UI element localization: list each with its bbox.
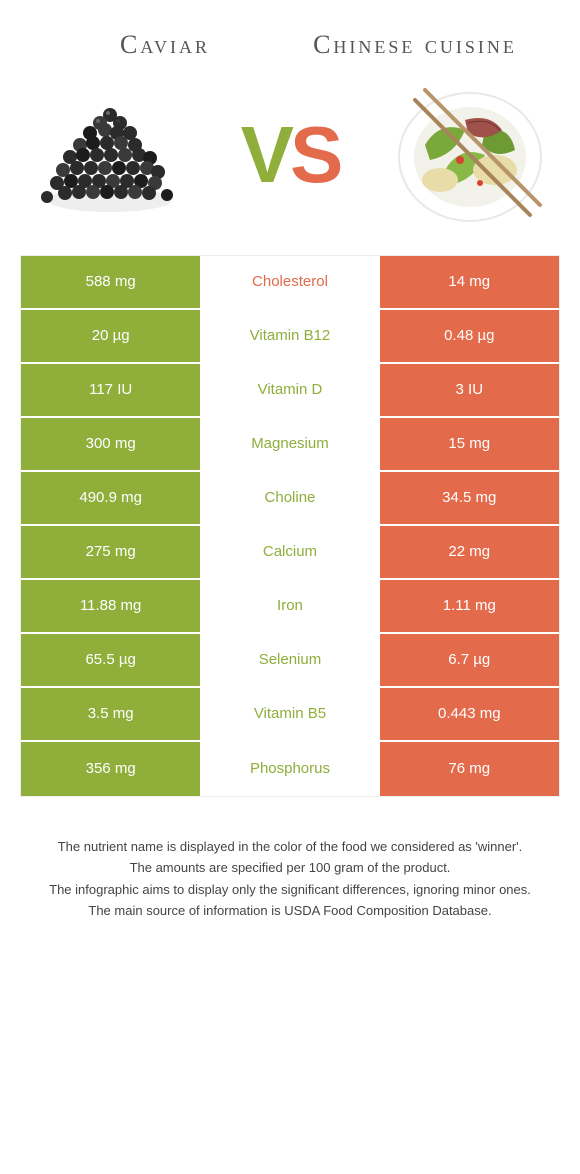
left-value: 65.5 µg: [21, 634, 200, 686]
footnote-line: The main source of information is USDA F…: [40, 901, 540, 921]
table-row: 3.5 mgVitamin B50.443 mg: [21, 688, 559, 742]
left-value: 490.9 mg: [21, 472, 200, 524]
right-value: 34.5 mg: [380, 472, 559, 524]
right-value: 15 mg: [380, 418, 559, 470]
nutrient-label: Vitamin D: [200, 364, 379, 416]
vs-label: VS: [241, 109, 340, 201]
footnote-line: The infographic aims to display only the…: [40, 880, 540, 900]
table-row: 490.9 mgCholine34.5 mg: [21, 472, 559, 526]
nutrient-label: Calcium: [200, 526, 379, 578]
caviar-icon: [35, 95, 185, 215]
nutrient-label: Cholesterol: [200, 256, 379, 308]
footnotes: The nutrient name is displayed in the co…: [40, 837, 540, 921]
table-row: 20 µgVitamin B120.48 µg: [21, 310, 559, 364]
left-value: 20 µg: [21, 310, 200, 362]
vs-v: V: [241, 110, 290, 199]
right-food-title: Chinese cuisine: [290, 30, 540, 60]
table-row: 275 mgCalcium22 mg: [21, 526, 559, 580]
left-value: 11.88 mg: [21, 580, 200, 632]
left-food-title: Caviar: [40, 30, 290, 60]
right-value: 76 mg: [380, 742, 559, 796]
right-value: 0.443 mg: [380, 688, 559, 740]
left-value: 275 mg: [21, 526, 200, 578]
header: Caviar Chinese cuisine: [0, 0, 580, 75]
nutrient-label: Phosphorus: [200, 742, 379, 796]
table-row: 300 mgMagnesium15 mg: [21, 418, 559, 472]
left-value: 356 mg: [21, 742, 200, 796]
vs-s: S: [290, 110, 339, 199]
nutrient-label: Vitamin B5: [200, 688, 379, 740]
table-row: 117 IUVitamin D3 IU: [21, 364, 559, 418]
right-value: 0.48 µg: [380, 310, 559, 362]
nutrition-table: 588 mgCholesterol14 mg20 µgVitamin B120.…: [20, 255, 560, 797]
left-food-image: [30, 75, 190, 235]
nutrient-label: Vitamin B12: [200, 310, 379, 362]
footnote-line: The nutrient name is displayed in the co…: [40, 837, 540, 857]
left-value: 588 mg: [21, 256, 200, 308]
right-food-image: [390, 75, 550, 235]
nutrient-label: Choline: [200, 472, 379, 524]
right-value: 3 IU: [380, 364, 559, 416]
right-value: 6.7 µg: [380, 634, 559, 686]
footnote-line: The amounts are specified per 100 gram o…: [40, 858, 540, 878]
table-row: 356 mgPhosphorus76 mg: [21, 742, 559, 796]
left-value: 300 mg: [21, 418, 200, 470]
left-value: 117 IU: [21, 364, 200, 416]
right-value: 14 mg: [380, 256, 559, 308]
table-row: 11.88 mgIron1.11 mg: [21, 580, 559, 634]
left-value: 3.5 mg: [21, 688, 200, 740]
nutrient-label: Magnesium: [200, 418, 379, 470]
right-value: 22 mg: [380, 526, 559, 578]
table-row: 588 mgCholesterol14 mg: [21, 256, 559, 310]
nutrient-label: Selenium: [200, 634, 379, 686]
table-row: 65.5 µgSelenium6.7 µg: [21, 634, 559, 688]
right-value: 1.11 mg: [380, 580, 559, 632]
chinese-bowl-icon: [390, 75, 550, 235]
images-row: VS: [0, 75, 580, 255]
nutrient-label: Iron: [200, 580, 379, 632]
